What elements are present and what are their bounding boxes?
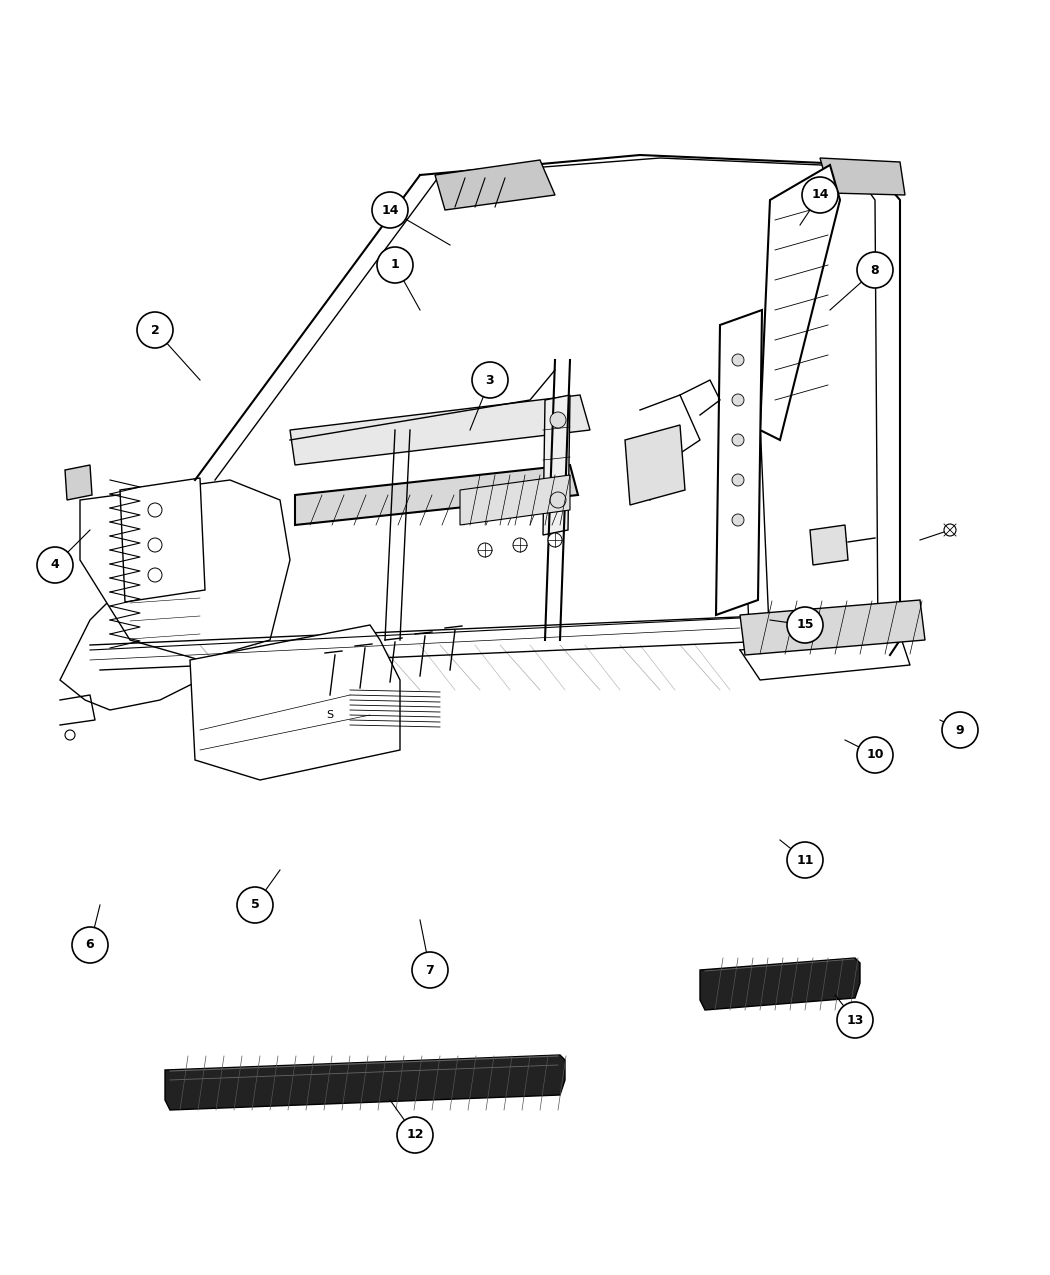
Polygon shape	[760, 164, 840, 440]
Polygon shape	[435, 159, 555, 210]
Circle shape	[857, 737, 892, 773]
Text: 15: 15	[796, 618, 814, 631]
Polygon shape	[460, 476, 570, 525]
Circle shape	[944, 524, 956, 536]
Polygon shape	[716, 310, 762, 615]
Circle shape	[237, 887, 273, 923]
Circle shape	[148, 504, 162, 516]
Text: 1: 1	[391, 259, 399, 272]
Text: 5: 5	[251, 899, 259, 912]
Circle shape	[65, 731, 75, 739]
Polygon shape	[625, 425, 685, 505]
Text: 10: 10	[866, 748, 884, 761]
Text: S: S	[327, 710, 334, 720]
Circle shape	[788, 607, 823, 643]
Text: 14: 14	[381, 204, 399, 217]
Circle shape	[788, 842, 823, 878]
Circle shape	[857, 252, 892, 288]
Polygon shape	[165, 1054, 565, 1111]
Polygon shape	[543, 395, 570, 536]
Polygon shape	[80, 479, 290, 660]
Circle shape	[472, 362, 508, 398]
Text: 3: 3	[486, 374, 495, 386]
Text: 9: 9	[956, 723, 964, 737]
Text: 7: 7	[425, 964, 435, 977]
Text: 4: 4	[50, 558, 60, 571]
Text: 6: 6	[86, 938, 94, 951]
Circle shape	[732, 474, 744, 486]
Circle shape	[802, 177, 838, 213]
Polygon shape	[295, 465, 578, 525]
Circle shape	[732, 434, 744, 446]
Polygon shape	[810, 525, 848, 565]
Circle shape	[942, 711, 978, 748]
Circle shape	[37, 547, 74, 583]
Text: 13: 13	[846, 1014, 864, 1026]
Polygon shape	[190, 625, 400, 780]
Circle shape	[732, 514, 744, 527]
Circle shape	[72, 927, 108, 963]
Circle shape	[513, 538, 527, 552]
Circle shape	[837, 1002, 873, 1038]
Polygon shape	[60, 560, 240, 710]
Circle shape	[550, 412, 566, 428]
Circle shape	[148, 538, 162, 552]
Polygon shape	[65, 465, 92, 500]
Circle shape	[397, 1117, 433, 1153]
Polygon shape	[820, 158, 905, 195]
Circle shape	[732, 354, 744, 366]
Circle shape	[372, 193, 408, 228]
Circle shape	[550, 492, 566, 507]
Polygon shape	[120, 478, 205, 602]
Circle shape	[148, 567, 162, 581]
Text: 12: 12	[406, 1128, 424, 1141]
Circle shape	[548, 533, 562, 547]
Polygon shape	[740, 601, 925, 655]
Circle shape	[136, 312, 173, 348]
Polygon shape	[290, 395, 590, 465]
Text: 8: 8	[870, 264, 879, 277]
Circle shape	[732, 394, 744, 405]
Circle shape	[478, 543, 492, 557]
Text: 2: 2	[150, 324, 160, 337]
Polygon shape	[700, 958, 860, 1010]
Text: 11: 11	[796, 853, 814, 867]
Circle shape	[412, 952, 448, 988]
Circle shape	[377, 247, 413, 283]
Text: 14: 14	[812, 189, 828, 201]
